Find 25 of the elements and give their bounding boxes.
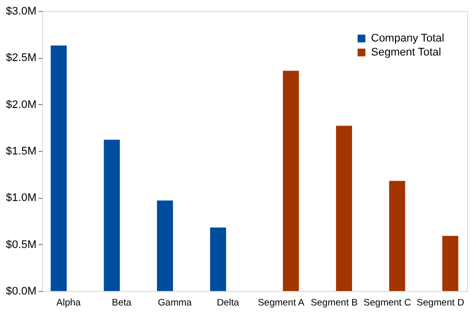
legend-label: Segment Total [371, 46, 442, 58]
x-tick-label: Alpha [56, 298, 82, 308]
x-tick-label: Beta [112, 298, 132, 308]
bar [336, 126, 352, 291]
x-tick-label: Gamma [158, 298, 192, 308]
bar [282, 70, 299, 291]
y-tick-label: $2.0M [6, 98, 36, 111]
x-tick-label: Segment D [416, 298, 464, 308]
bar [442, 236, 458, 291]
bar [156, 200, 173, 291]
y-tick-label: $0.5M [6, 238, 36, 251]
x-tick-label: Delta [216, 298, 240, 308]
y-tick-label: $1.5M [6, 146, 36, 158]
x-tick-label: Segment B [310, 298, 358, 308]
bar [104, 140, 120, 291]
bar [210, 228, 226, 291]
y-tick-label: $1.0M [6, 192, 36, 204]
legend-label: Company Total [371, 32, 444, 44]
x-tick-label: Segment A [258, 298, 305, 308]
y-tick-label: $0.0M [6, 286, 36, 298]
bar [389, 180, 406, 291]
y-tick-label: $3.0M [6, 6, 36, 18]
y-tick-label: $2.5M [6, 52, 36, 64]
x-tick-label: Segment C [364, 298, 412, 308]
bar [50, 46, 67, 291]
